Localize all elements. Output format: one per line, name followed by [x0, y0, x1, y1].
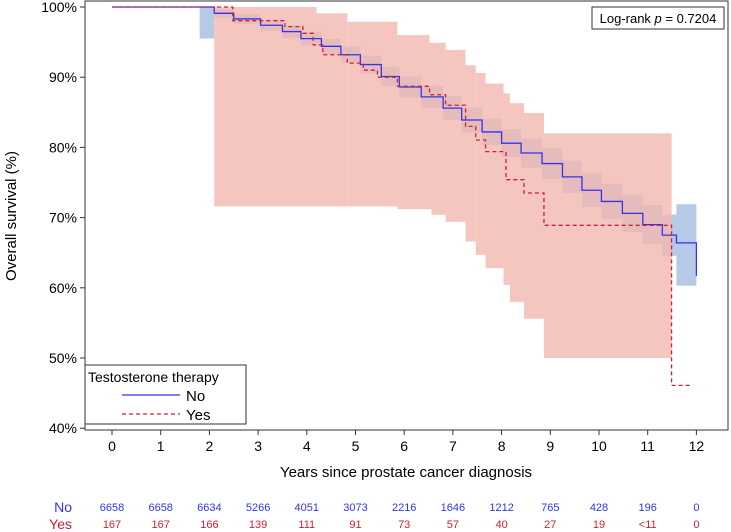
svg-text:Log-rank p = 0.7204: Log-rank p = 0.7204: [600, 11, 717, 26]
at-risk-yes: 0: [693, 519, 699, 531]
at-risk-yes: 111: [298, 519, 315, 531]
x-tick-label: 1: [157, 438, 165, 454]
x-tick-label: 8: [498, 438, 506, 454]
at-risk-no: 2216: [392, 502, 416, 514]
risk-row-label-yes: Yes: [49, 516, 72, 532]
ci-band-yes: [347, 21, 398, 207]
ci-band-yes: [475, 72, 486, 255]
x-axis-label: Years since prostate cancer diagnosis: [280, 464, 532, 481]
at-risk-no: 3073: [343, 502, 367, 514]
at-risk-no: 1212: [489, 502, 513, 514]
at-risk-table: No Yes 6658 167 6658 167 6634 166 5266 139 4051 1…: [49, 499, 699, 532]
at-risk-yes: 19: [593, 519, 605, 531]
y-tick-label: 90%: [49, 69, 77, 85]
at-risk-no: 196: [639, 502, 657, 514]
survival-curves: [112, 6, 698, 387]
y-tick-label: 60%: [49, 280, 77, 296]
at-risk-yes: 27: [544, 519, 556, 531]
at-risk-no: 765: [541, 502, 559, 514]
ci-band-no: [676, 204, 697, 286]
y-tick-label: 80%: [49, 139, 77, 155]
plot-frame: [84, 0, 729, 431]
at-risk-yes: 40: [495, 519, 507, 531]
ci-band-yes: [445, 49, 466, 222]
at-risk-no: 428: [590, 502, 608, 514]
ci-band-yes: [429, 42, 432, 210]
x-tick-label: 9: [546, 438, 554, 454]
at-risk-yes: 73: [398, 519, 410, 531]
ci-band-yes: [214, 7, 317, 207]
at-risk-yes: 139: [249, 519, 267, 531]
x-tick-label: 0: [108, 438, 116, 454]
at-risk-no: 6658: [148, 502, 172, 514]
at-risk-yes: <11: [639, 519, 657, 531]
confidence-bands: [199, 7, 697, 358]
x-tick-label: 11: [640, 438, 655, 454]
x-tick-label: 2: [206, 438, 214, 454]
y-axis: 40% 50% 60% 70% 80% 90% 100%: [41, 0, 85, 436]
y-tick-label: 100%: [41, 0, 77, 15]
pvalue-box: Log-rank p = 0.7204: [591, 6, 725, 30]
x-tick-label: 6: [400, 438, 408, 454]
x-tick-label: 3: [254, 438, 262, 454]
x-tick-label: 7: [449, 438, 457, 454]
x-tick-label: 12: [689, 438, 705, 454]
at-risk-yes: 91: [349, 519, 361, 531]
at-risk-yes: 167: [103, 519, 121, 531]
x-tick-label: 10: [591, 438, 607, 454]
ci-band-yes: [524, 113, 544, 319]
ci-band-yes: [503, 93, 510, 285]
at-risk-yes: 167: [152, 519, 170, 531]
legend-label-no: No: [186, 388, 205, 405]
ci-band-yes: [431, 42, 446, 215]
survival-curve-yes: [112, 6, 691, 387]
y-tick-label: 70%: [49, 210, 77, 226]
at-risk-no: 6634: [197, 502, 221, 514]
y-axis-label: Overall survival (%): [3, 151, 20, 281]
at-risk-no: 5266: [246, 502, 270, 514]
legend-title: Testosterone therapy: [88, 369, 219, 385]
legend-label-yes: Yes: [186, 407, 210, 424]
survival-curve-no: [112, 6, 698, 276]
ci-band-yes: [509, 103, 525, 302]
at-risk-no: 0: [693, 502, 699, 514]
at-risk-no: 6658: [100, 502, 124, 514]
at-risk-no: 1646: [441, 502, 465, 514]
ci-band-yes: [397, 35, 430, 210]
pvalue-p: p: [654, 11, 662, 26]
ci-band-yes: [543, 133, 672, 358]
pvalue-value: = 0.7204: [662, 11, 717, 26]
at-risk-no: 4051: [295, 502, 319, 514]
ci-band-yes: [485, 83, 504, 269]
y-tick-label: 50%: [49, 350, 77, 366]
at-risk-yes: 57: [447, 519, 459, 531]
pvalue-prefix: Log-rank: [600, 11, 655, 26]
risk-row-label-no: No: [54, 499, 72, 515]
x-tick-label: 4: [303, 438, 311, 454]
legend: Testosterone therapy No Yes: [84, 364, 247, 425]
at-risk-yes: 166: [200, 519, 218, 531]
ci-band-no: [199, 7, 215, 39]
y-tick-label: 40%: [49, 420, 77, 436]
x-axis: 0 1 2 3 4 5 6 7 8 9 10 11 12: [108, 430, 704, 454]
x-tick-label: 5: [352, 438, 360, 454]
ci-band-yes: [465, 65, 476, 242]
